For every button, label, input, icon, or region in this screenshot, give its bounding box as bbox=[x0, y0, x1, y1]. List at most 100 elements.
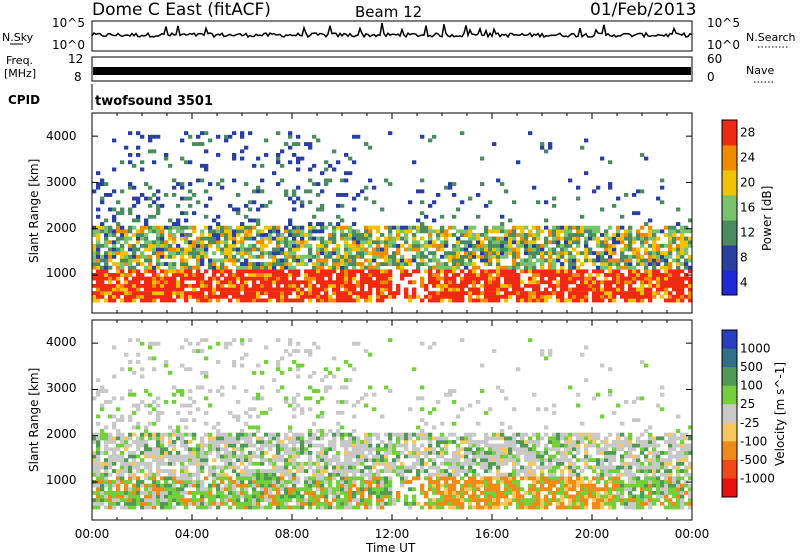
velocity-cell bbox=[300, 487, 305, 492]
velocity-cell bbox=[344, 501, 349, 506]
power-cell bbox=[424, 214, 429, 219]
velocity-cell bbox=[168, 425, 173, 430]
velocity-cell bbox=[544, 501, 549, 506]
power-cell bbox=[324, 269, 329, 274]
power-cell bbox=[640, 153, 645, 157]
velocity-cell bbox=[388, 480, 393, 484]
velocity-cell bbox=[300, 447, 305, 452]
velocity-cell bbox=[224, 501, 229, 506]
power-cell bbox=[156, 243, 161, 248]
power-cell bbox=[252, 218, 257, 223]
power-cell bbox=[368, 269, 373, 274]
power-cell bbox=[384, 258, 389, 263]
power-cell bbox=[496, 294, 501, 299]
velocity-cell bbox=[128, 469, 133, 473]
velocity-cell bbox=[92, 483, 97, 488]
power-cell bbox=[332, 233, 337, 237]
power-cell bbox=[188, 247, 193, 252]
velocity-cell bbox=[500, 472, 505, 477]
velocity-cell bbox=[428, 410, 433, 415]
velocity-cell bbox=[300, 440, 305, 444]
power-cell bbox=[316, 254, 321, 259]
power-cell bbox=[572, 254, 577, 259]
velocity-cell bbox=[112, 396, 117, 401]
power-cell bbox=[256, 298, 261, 303]
power-cell bbox=[620, 251, 625, 256]
power-cell bbox=[604, 229, 609, 234]
velocity-cell bbox=[424, 450, 429, 455]
power-cell bbox=[376, 240, 381, 245]
power-cell bbox=[128, 153, 133, 157]
velocity-cell bbox=[340, 461, 345, 466]
velocity-cell bbox=[364, 483, 369, 488]
power-cell bbox=[312, 225, 317, 230]
power-cell bbox=[516, 160, 521, 165]
velocity-cell bbox=[432, 480, 437, 484]
velocity-cell bbox=[560, 469, 565, 473]
power-cell bbox=[484, 247, 489, 252]
velocity-cell bbox=[472, 472, 477, 477]
velocity-cell bbox=[176, 429, 181, 433]
power-cell bbox=[160, 236, 165, 241]
power-cell bbox=[300, 287, 305, 292]
power-cell bbox=[496, 262, 501, 266]
velocity-cell bbox=[380, 494, 385, 499]
power-cell bbox=[680, 269, 685, 274]
power-cell bbox=[548, 269, 553, 274]
power-cell bbox=[192, 283, 197, 288]
power-cell bbox=[424, 262, 429, 266]
power-cell bbox=[620, 283, 625, 288]
velocity-cell bbox=[504, 501, 509, 506]
power-cell bbox=[612, 276, 617, 281]
velocity-cell bbox=[348, 378, 353, 383]
power-cell bbox=[260, 273, 265, 277]
power-cell bbox=[280, 294, 285, 299]
power-cell bbox=[496, 240, 501, 245]
velocity-cell bbox=[132, 487, 137, 492]
velocity-cell bbox=[460, 476, 465, 481]
velocity-cell bbox=[280, 440, 285, 444]
power-cell bbox=[608, 294, 613, 299]
velocity-cell bbox=[184, 440, 189, 444]
velocity-cell bbox=[244, 410, 249, 415]
power-cell bbox=[344, 283, 349, 288]
power-cell bbox=[380, 262, 385, 266]
power-cell bbox=[588, 233, 593, 237]
velocity-cell bbox=[544, 432, 549, 437]
velocity-cell bbox=[552, 443, 557, 448]
power-cell bbox=[540, 254, 545, 259]
power-cell bbox=[680, 254, 685, 259]
power-cell bbox=[576, 291, 581, 296]
power-cell bbox=[620, 225, 625, 230]
velocity-cell bbox=[308, 476, 313, 481]
velocity-cell bbox=[316, 487, 321, 492]
power-cell bbox=[160, 291, 165, 296]
velocity-cell bbox=[156, 454, 161, 459]
power-cell bbox=[196, 280, 201, 285]
power-cell bbox=[248, 287, 253, 292]
velocity-cell bbox=[236, 476, 241, 481]
velocity-cell bbox=[440, 494, 445, 499]
velocity-cell bbox=[176, 487, 181, 492]
velocity-cell bbox=[296, 505, 301, 510]
power-cell bbox=[204, 269, 209, 274]
power-cell bbox=[308, 291, 313, 296]
power-cell bbox=[476, 193, 481, 197]
power-cell bbox=[168, 233, 173, 237]
velocity-cell bbox=[220, 432, 225, 437]
power-cell bbox=[400, 243, 405, 248]
power-cell bbox=[248, 265, 253, 270]
velocity-cell bbox=[148, 392, 153, 397]
velocity-cell bbox=[144, 494, 149, 499]
velocity-cell bbox=[512, 447, 517, 452]
power-cell bbox=[196, 251, 201, 256]
power-cell bbox=[244, 280, 249, 285]
power-cell bbox=[368, 262, 373, 266]
power-cell bbox=[284, 298, 289, 303]
velocity-cell bbox=[444, 476, 449, 481]
velocity-cell bbox=[524, 476, 529, 481]
velocity-cell bbox=[376, 505, 381, 510]
velocity-cell bbox=[524, 490, 529, 495]
velocity-cell bbox=[380, 498, 385, 503]
velocity-cell bbox=[528, 505, 533, 510]
